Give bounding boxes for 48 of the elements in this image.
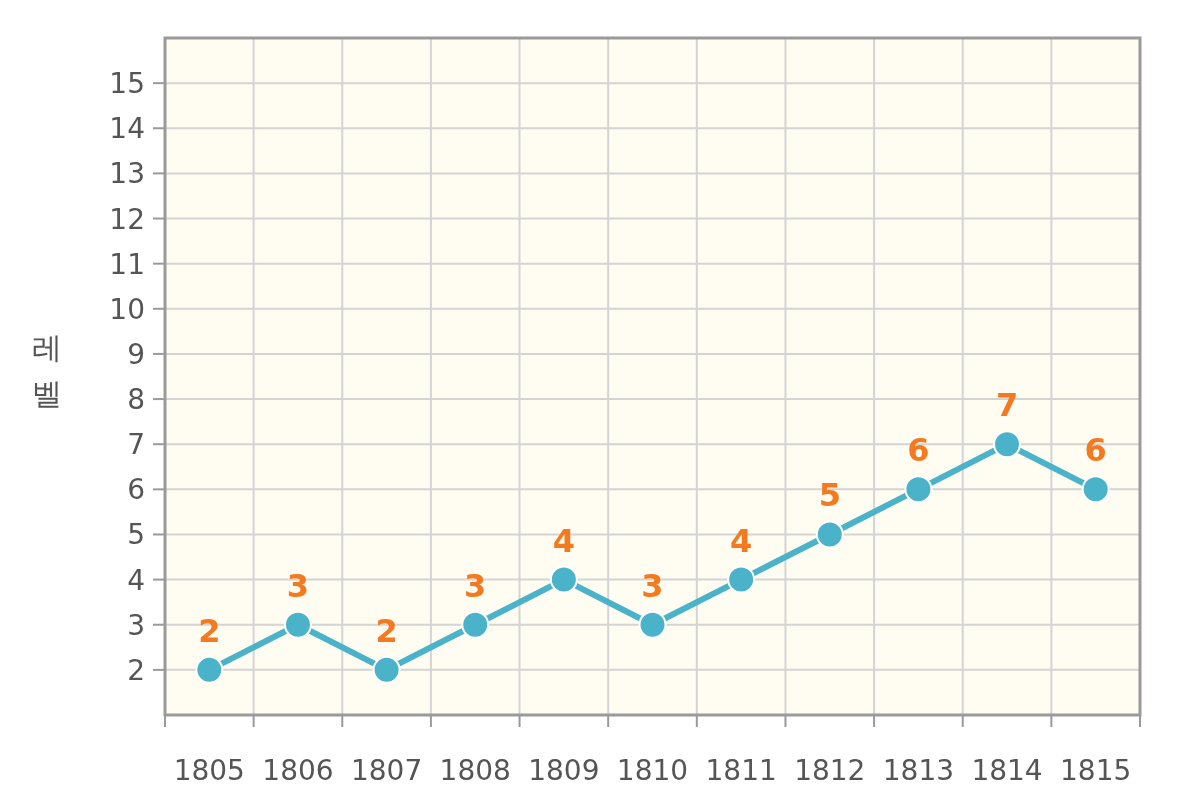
point (638, 610, 667, 639)
data-label: 2 (375, 611, 398, 650)
data-label: 3 (286, 566, 310, 605)
data-label: 4 (730, 521, 753, 560)
data-label: 3 (641, 566, 664, 605)
data-label: 2 (198, 611, 221, 650)
y-axis-title: 레벨 (31, 329, 63, 413)
point (727, 565, 756, 594)
y-tick-label: 12 (109, 202, 145, 236)
data-label: 4 (552, 521, 575, 560)
point (372, 655, 401, 684)
x-tick-label: 1805 (173, 754, 245, 787)
x-tick-label: 1814 (971, 754, 1043, 787)
y-tick-label: 10 (109, 292, 145, 326)
y-tick-label: 5 (127, 518, 145, 552)
y-tick-label: 11 (109, 247, 145, 281)
data-label: 6 (907, 431, 930, 470)
point (993, 430, 1022, 459)
y-tick-label: 14 (109, 112, 145, 146)
data-label: 6 (1084, 431, 1107, 470)
point (1081, 475, 1110, 504)
y-tick-label: 3 (127, 608, 145, 642)
y-tick-label: 2 (127, 653, 145, 687)
point (815, 520, 844, 549)
x-tick-label: 1810 (616, 754, 689, 787)
point (549, 565, 578, 594)
x-tick-label: 1807 (350, 754, 423, 787)
point (195, 655, 224, 684)
x-tick-label: 1811 (705, 754, 777, 787)
x-tick-label: 1812 (794, 754, 866, 787)
data-label: 3 (464, 566, 487, 605)
y-tick-label: 6 (127, 473, 145, 507)
x-tick-label: 1813 (882, 754, 955, 787)
point (283, 610, 312, 639)
data-label: 5 (818, 476, 841, 515)
y-tick-label: 9 (127, 337, 145, 371)
x-tick-label: 1806 (262, 754, 334, 787)
point (461, 610, 490, 639)
y-tick-label: 7 (127, 428, 145, 462)
point (904, 475, 933, 504)
x-tick-label: 1815 (1060, 754, 1132, 787)
y-tick-label: 4 (127, 563, 145, 597)
y-tick-label: 8 (127, 383, 145, 417)
y-tick-label: 13 (109, 157, 145, 191)
y-tick-label: 15 (109, 67, 145, 101)
x-tick-label: 1809 (528, 754, 600, 787)
data-label: 7 (995, 386, 1019, 425)
x-tick-label: 1808 (439, 754, 511, 787)
